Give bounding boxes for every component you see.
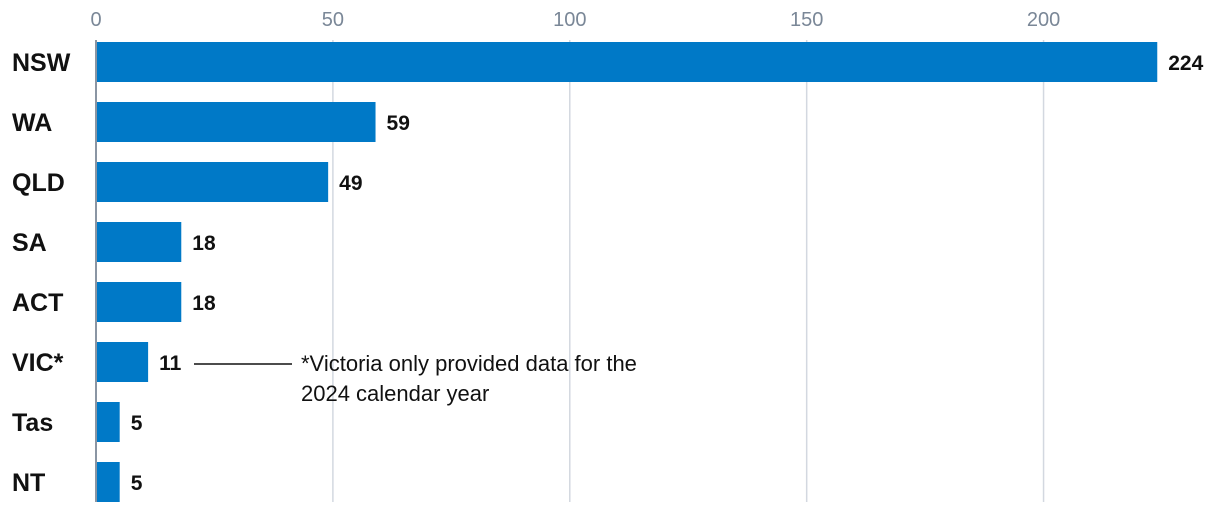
value-label-tas: 5	[131, 412, 143, 435]
value-label-vic: 11	[159, 352, 182, 375]
value-label-qld: 49	[339, 172, 362, 195]
value-label-nsw: 224	[1168, 52, 1203, 75]
x-tick-label-100: 100	[553, 9, 586, 31]
value-label-sa: 18	[192, 232, 216, 255]
x-tick-label-150: 150	[790, 9, 823, 31]
category-label-sa: SA	[12, 229, 47, 257]
x-tick-label-0: 0	[90, 9, 101, 31]
bar-nt	[96, 462, 120, 502]
annotation: *Victoria only provided data for the 2024…	[194, 351, 637, 406]
bar-nsw	[96, 42, 1158, 82]
category-label-vic: VIC*	[12, 349, 64, 377]
value-label-nt: 5	[131, 472, 143, 495]
bar-sa	[96, 222, 182, 262]
x-axis-ticks: 0 50 100 150 200	[90, 9, 1060, 31]
bars	[96, 42, 1158, 502]
bar-vic	[96, 342, 149, 382]
gridlines	[332, 40, 1045, 502]
annotation-line-1: *Victoria only provided data for the	[301, 351, 637, 376]
x-tick-label-50: 50	[322, 9, 344, 31]
category-label-act: ACT	[12, 289, 63, 317]
category-label-nt: NT	[12, 469, 45, 497]
value-label-wa: 59	[387, 112, 410, 135]
bar-wa	[96, 102, 376, 142]
category-labels: NSW WA QLD SA ACT VIC* Tas NT	[12, 49, 71, 497]
annotation-text: *Victoria only provided data for the 2024…	[301, 351, 637, 406]
x-tick-label-200: 200	[1027, 9, 1060, 31]
bar-tas	[96, 402, 120, 442]
category-label-wa: WA	[12, 109, 52, 137]
bar-act	[96, 282, 182, 322]
value-label-act: 18	[192, 292, 216, 315]
category-label-qld: QLD	[12, 169, 65, 197]
annotation-line-2: 2024 calendar year	[301, 381, 489, 406]
bar-qld	[96, 162, 329, 202]
category-label-tas: Tas	[12, 409, 53, 437]
value-labels: 224 59 49 18 18 11 5 5	[131, 52, 1204, 495]
category-label-nsw: NSW	[12, 49, 71, 77]
